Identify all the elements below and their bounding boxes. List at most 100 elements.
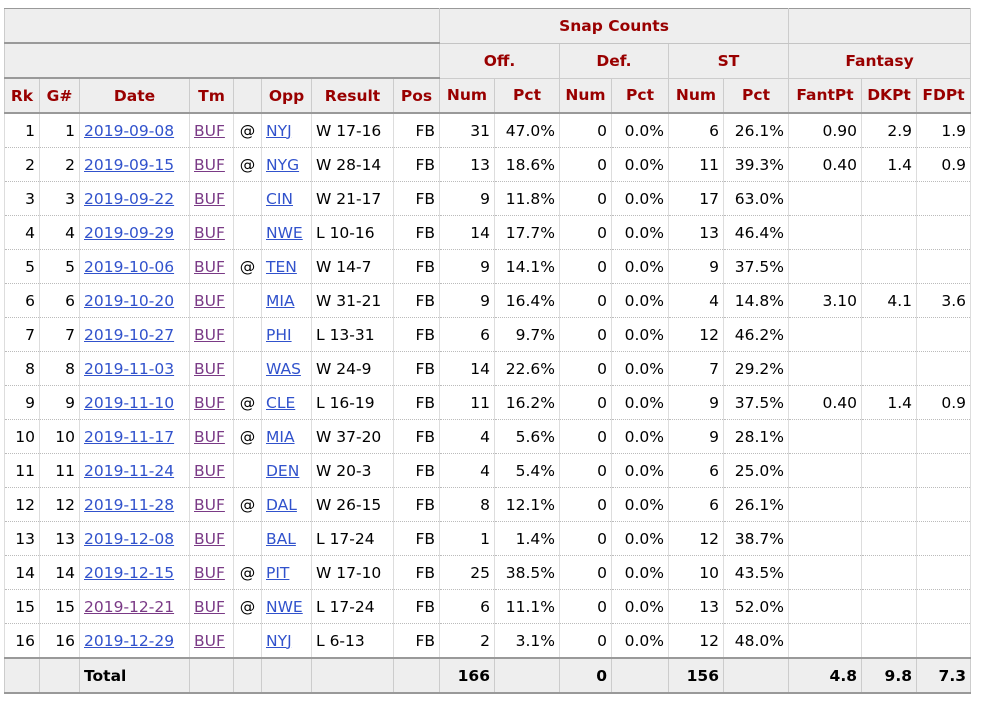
date-link[interactable]: 2019-09-29: [84, 223, 175, 242]
opponent-link[interactable]: BAL: [266, 529, 296, 548]
column-header-fantpt[interactable]: FantPt: [788, 77, 863, 114]
date-cell: 2019-11-03: [79, 351, 190, 386]
cell-game-number: 10: [39, 419, 80, 454]
column-header-off-num[interactable]: Num: [439, 77, 495, 114]
team-link[interactable]: BUF: [194, 257, 225, 276]
column-header-rk[interactable]: Rk: [4, 77, 40, 114]
cell-at: [233, 623, 262, 659]
date-link[interactable]: 2019-09-15: [84, 155, 175, 174]
team-link[interactable]: BUF: [194, 427, 225, 446]
team-link[interactable]: BUF: [194, 393, 225, 412]
opponent-cell: BAL: [261, 521, 312, 556]
cell-rk: 3: [4, 181, 40, 216]
team-link[interactable]: BUF: [194, 597, 225, 616]
cell-dkpt: [861, 317, 918, 352]
opponent-link[interactable]: NWE: [266, 597, 303, 616]
column-header-st-pct[interactable]: Pct: [722, 77, 790, 114]
opponent-link[interactable]: MIA: [266, 427, 295, 446]
column-header-dkpt[interactable]: DKPt: [861, 77, 918, 114]
opponent-link[interactable]: MIA: [266, 291, 295, 310]
date-link[interactable]: 2019-12-08: [84, 529, 175, 548]
date-link[interactable]: 2019-12-21: [84, 597, 175, 616]
date-link[interactable]: 2019-11-24: [84, 461, 175, 480]
team-link[interactable]: BUF: [194, 155, 225, 174]
date-link[interactable]: 2019-10-20: [84, 291, 175, 310]
cell-position: FB: [393, 317, 440, 352]
cell-st-num: 12: [668, 317, 724, 352]
team-cell: BUF: [189, 453, 234, 488]
cell-fantpt: [788, 181, 863, 216]
opponent-link[interactable]: WAS: [266, 359, 301, 378]
team-link[interactable]: BUF: [194, 495, 225, 514]
column-header-def-num[interactable]: Num: [559, 77, 612, 114]
opponent-link[interactable]: NWE: [266, 223, 303, 242]
column-header-opponent[interactable]: Opp: [261, 77, 312, 114]
opponent-link[interactable]: DEN: [266, 461, 300, 480]
column-header-fdpt[interactable]: FDPt: [916, 77, 972, 114]
date-link[interactable]: 2019-12-15: [84, 563, 175, 582]
team-link[interactable]: BUF: [194, 631, 225, 650]
date-link[interactable]: 2019-10-27: [84, 325, 175, 344]
cell-off-num: 8: [439, 487, 495, 522]
opponent-link[interactable]: TEN: [266, 257, 297, 276]
opponent-link[interactable]: CLE: [266, 393, 296, 412]
column-header-st-num[interactable]: Num: [668, 77, 724, 114]
date-link[interactable]: 2019-11-28: [84, 495, 175, 514]
cell-def-pct: 0.0%: [611, 623, 669, 659]
team-cell: BUF: [189, 283, 234, 318]
cell-st-pct: 46.4%: [722, 215, 790, 250]
column-header-result[interactable]: Result: [311, 77, 394, 114]
cell-at: [233, 453, 262, 488]
cell-st-num: 12: [668, 521, 724, 556]
date-link[interactable]: 2019-09-08: [84, 121, 175, 140]
opponent-link[interactable]: NYJ: [266, 631, 292, 650]
date-link[interactable]: 2019-11-17: [84, 427, 175, 446]
team-link[interactable]: BUF: [194, 461, 225, 480]
cell-game-number: 9: [39, 385, 80, 420]
cell-st-pct: 39.3%: [722, 147, 790, 182]
date-link[interactable]: 2019-12-29: [84, 631, 175, 650]
team-link[interactable]: BUF: [194, 121, 225, 140]
table-row: 13 13 2019-12-08 BUF BAL L 17-24 FB 1 1.4% 0 0.0% 1…: [4, 521, 972, 556]
cell-rk: 11: [4, 453, 40, 488]
date-cell: 2019-11-17: [79, 419, 190, 454]
date-link[interactable]: 2019-09-22: [84, 189, 175, 208]
opponent-cell: PIT: [261, 555, 312, 590]
opponent-link[interactable]: CIN: [266, 189, 293, 208]
team-link[interactable]: BUF: [194, 223, 225, 242]
team-link[interactable]: BUF: [194, 529, 225, 548]
team-link[interactable]: BUF: [194, 359, 225, 378]
team-link[interactable]: BUF: [194, 189, 225, 208]
column-header-def-pct[interactable]: Pct: [611, 77, 669, 114]
cell-def-pct: 0.0%: [611, 147, 669, 182]
column-header-team[interactable]: Tm: [189, 77, 234, 114]
date-link[interactable]: 2019-11-10: [84, 393, 175, 412]
cell-off-pct: 47.0%: [494, 113, 560, 148]
cell-def-pct: 0.0%: [611, 283, 669, 318]
column-header-position[interactable]: Pos: [393, 77, 440, 114]
opponent-link[interactable]: NYG: [266, 155, 300, 174]
cell-position: FB: [393, 623, 440, 659]
team-link[interactable]: BUF: [194, 325, 225, 344]
column-header-game-number[interactable]: G#: [39, 77, 80, 114]
column-header-off-pct[interactable]: Pct: [494, 77, 560, 114]
cell-off-num: 14: [439, 215, 495, 250]
team-link[interactable]: BUF: [194, 563, 225, 582]
total-fantpt: 4.8: [788, 657, 863, 694]
cell-st-num: 6: [668, 453, 724, 488]
cell-game-number: 16: [39, 623, 80, 659]
opponent-link[interactable]: DAL: [266, 495, 297, 514]
cell-fantpt: [788, 351, 863, 386]
date-link[interactable]: 2019-11-03: [84, 359, 175, 378]
over-header-fantasy: Fantasy: [788, 43, 972, 79]
cell-dkpt: 1.4: [861, 385, 918, 420]
column-header-date[interactable]: Date: [79, 77, 190, 114]
team-link[interactable]: BUF: [194, 291, 225, 310]
cell-game-number: 11: [39, 453, 80, 488]
opponent-link[interactable]: NYJ: [266, 121, 292, 140]
opponent-link[interactable]: PHI: [266, 325, 292, 344]
cell-def-num: 0: [559, 147, 612, 182]
opponent-link[interactable]: PIT: [266, 563, 290, 582]
over-header-row-2: Off. Def. ST Fantasy: [4, 42, 972, 79]
date-link[interactable]: 2019-10-06: [84, 257, 175, 276]
